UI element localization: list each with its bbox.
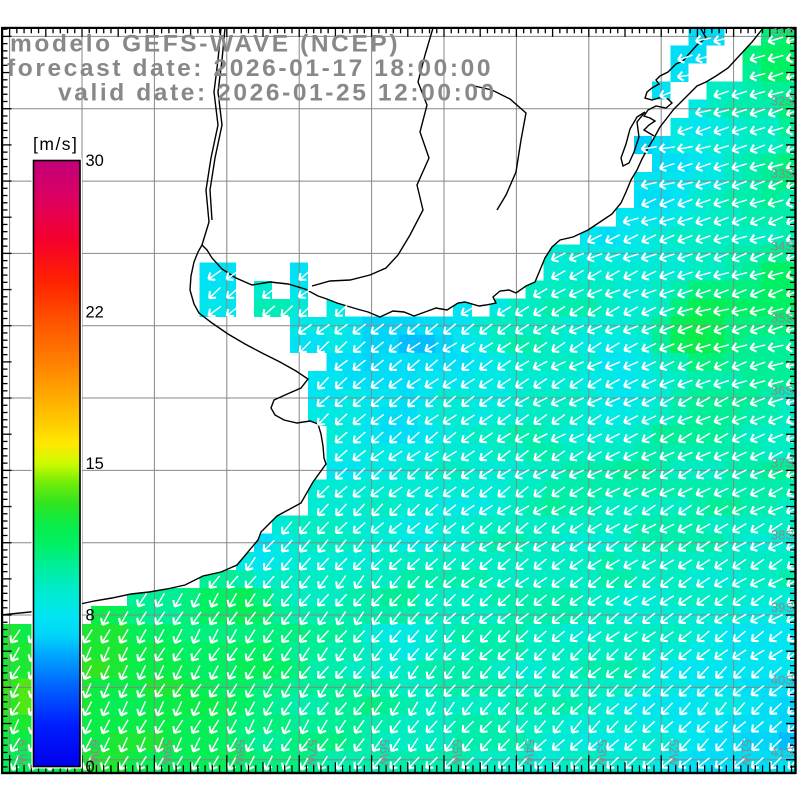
svg-text:forecast date: 2026-01-17 18:0: forecast date: 2026-01-17 18:00:00 xyxy=(7,55,493,82)
svg-text:valid date: 2026-01-25 12:00:0: valid date: 2026-01-25 12:00:00 xyxy=(58,80,497,107)
svg-text:41S: 41S xyxy=(771,745,794,760)
svg-text:8: 8 xyxy=(86,607,95,625)
svg-text:55W: 55W xyxy=(450,739,465,766)
svg-text:59W: 59W xyxy=(160,739,175,766)
svg-text:32S: 32S xyxy=(771,94,794,109)
svg-text:56W: 56W xyxy=(377,739,392,766)
svg-text:33S: 33S xyxy=(771,166,794,181)
svg-text:[m/s]: [m/s] xyxy=(33,134,78,154)
svg-text:58W: 58W xyxy=(232,739,247,766)
svg-text:51W: 51W xyxy=(739,739,754,766)
svg-text:57W: 57W xyxy=(305,739,320,766)
svg-text:37S: 37S xyxy=(771,455,794,470)
svg-text:53W: 53W xyxy=(594,739,609,766)
svg-text:modelo GEFS-WAVE (NCEP): modelo GEFS-WAVE (NCEP) xyxy=(10,31,400,58)
svg-text:0: 0 xyxy=(86,758,95,776)
svg-text:54W: 54W xyxy=(522,739,537,766)
svg-text:52W: 52W xyxy=(667,739,682,766)
svg-text:39S: 39S xyxy=(771,600,794,615)
svg-text:30: 30 xyxy=(86,152,104,170)
svg-text:22: 22 xyxy=(86,304,104,322)
svg-text:38S: 38S xyxy=(771,528,794,543)
svg-text:36S: 36S xyxy=(771,383,794,398)
svg-text:61W: 61W xyxy=(15,739,30,766)
svg-text:34S: 34S xyxy=(771,238,794,253)
svg-text:35S: 35S xyxy=(771,311,794,326)
svg-text:15: 15 xyxy=(86,455,104,473)
svg-text:40S: 40S xyxy=(771,672,794,687)
